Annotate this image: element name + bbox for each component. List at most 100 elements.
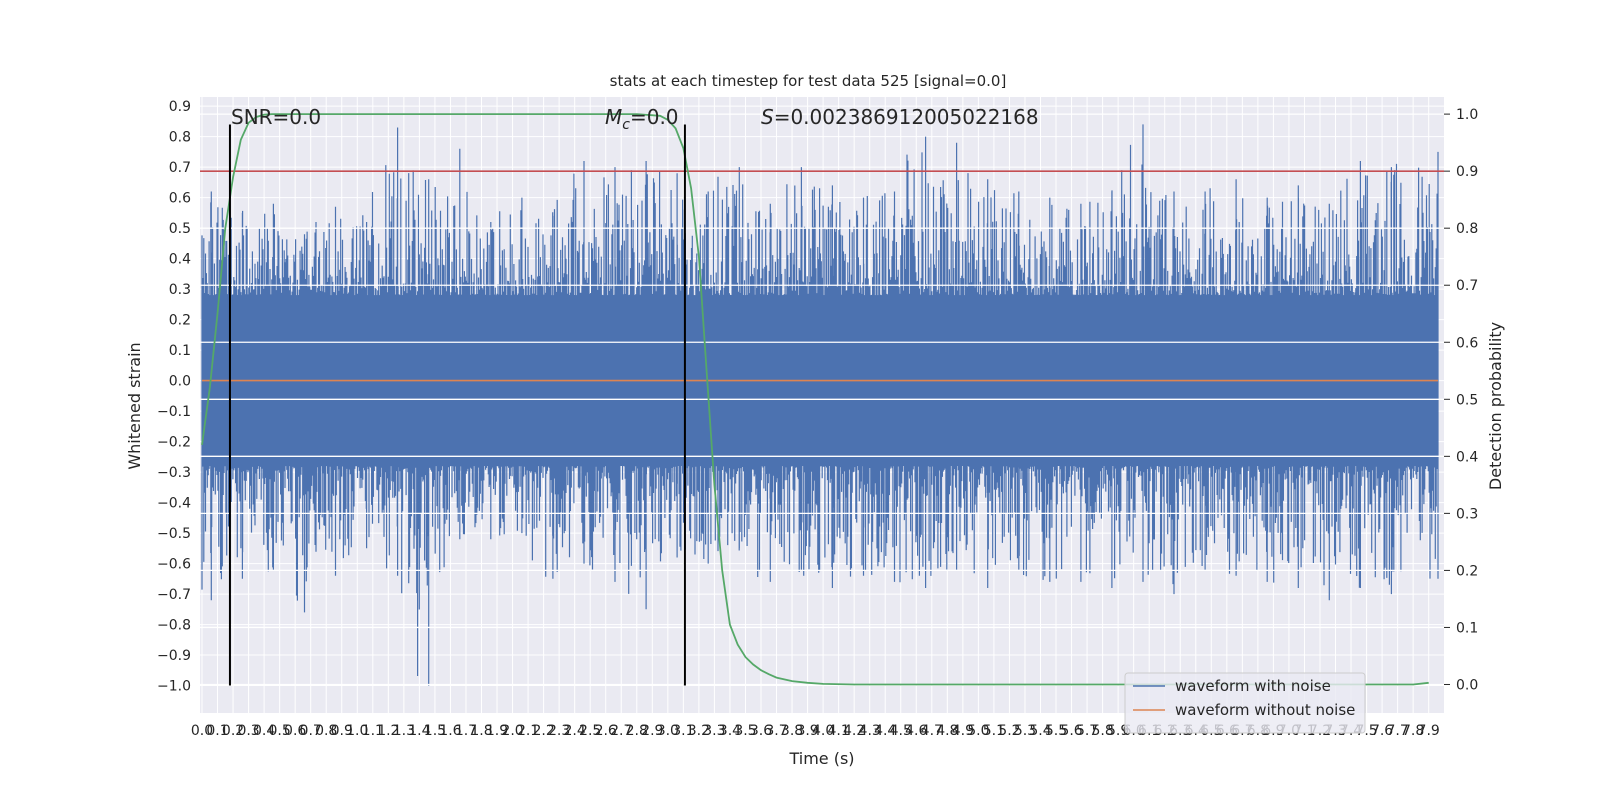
right-axis-tick-label: 0.3 [1456, 506, 1478, 522]
x-tick-label: 3.3 [703, 723, 725, 739]
x-tick-label: 3.2 [688, 723, 710, 739]
x-tick-label: 1.6 [439, 723, 461, 739]
y-tick-label: −0.3 [157, 465, 191, 481]
x-tick-label: 0.9 [331, 723, 353, 739]
x-tick-label: 4.4 [874, 723, 896, 739]
x-tick-label: 2.9 [641, 723, 663, 739]
x-tick-label: 1.8 [470, 723, 492, 739]
x-tick-label: 5.5 [1045, 723, 1067, 739]
x-tick-label: 5.2 [998, 723, 1020, 739]
y-axis-ticks: 0.9 0.8 0.7 0.6 0.5 0.4 0.3 0.2 0.1 0.0 −0.1 −0.2 −0… [157, 99, 191, 694]
x-tick-label: 0.0 [191, 723, 213, 739]
x-tick-label: 4.3 [859, 723, 881, 739]
x-tick-label: 5.9 [1107, 723, 1129, 739]
x-tick-label: 4.1 [828, 723, 850, 739]
x-tick-label: 3.8 [781, 723, 803, 739]
right-axis-label: Detection probability [1486, 322, 1505, 490]
y-tick-label: 0.2 [169, 313, 191, 329]
x-tick-label: 1.1 [362, 723, 384, 739]
y-tick-label: 0.1 [169, 343, 191, 359]
detection-probability-series [201, 113, 1429, 686]
x-tick-label: 4.6 [905, 723, 927, 739]
segment-markers [228, 124, 686, 686]
x-tick-label: 0.4 [253, 723, 275, 739]
x-tick-label: 2.1 [517, 723, 539, 739]
chirp-mass-annotation: Mc=0.0 [605, 105, 679, 133]
y-tick-label: 0.4 [169, 252, 191, 268]
x-tick-label: 0.6 [284, 723, 306, 739]
x-tick-label: 7.7 [1386, 723, 1408, 739]
x-tick-label: 7.8 [1402, 723, 1424, 739]
y-tick-label: −0.6 [157, 557, 191, 573]
x-tick-label: 5.7 [1076, 723, 1098, 739]
x-tick-label: 4.9 [952, 723, 974, 739]
x-tick-label: 2.7 [610, 723, 632, 739]
right-axis-tick-label: 0.6 [1456, 335, 1478, 351]
x-tick-label: 3.6 [750, 723, 772, 739]
x-tick-label: 2.5 [579, 723, 601, 739]
x-tick-label: 0.1 [206, 723, 228, 739]
x-tick-label: 1.3 [393, 723, 415, 739]
y-tick-label: −0.5 [157, 526, 191, 542]
x-tick-label: 5.3 [1014, 723, 1036, 739]
x-tick-label: 4.2 [843, 723, 865, 739]
x-tick-label: 4.0 [812, 723, 834, 739]
legend: waveform with noise waveform without noi… [1124, 672, 1366, 734]
legend-label-noise: waveform with noise [1175, 677, 1331, 695]
x-tick-label: 1.2 [377, 723, 399, 739]
y-tick-label: 0.7 [169, 160, 191, 176]
x-axis-label: Time (s) [788, 749, 854, 768]
right-axis-tick-label: 0.1 [1456, 620, 1478, 636]
s-annotation: S=0.002386912005022168 [761, 105, 1039, 129]
y-tick-label: 0.3 [169, 282, 191, 298]
right-axis-tick-label: 0.0 [1456, 677, 1478, 693]
snr-annotation: SNR=0.0 [231, 105, 321, 129]
x-tick-label: 2.3 [548, 723, 570, 739]
x-tick-label: 3.5 [734, 723, 756, 739]
y-tick-label: 0.6 [169, 191, 191, 207]
x-tick-label: 1.9 [486, 723, 508, 739]
y-tick-label: −0.8 [157, 618, 191, 634]
x-tick-label: 4.5 [890, 723, 912, 739]
chirp-mass-value: =0.0 [630, 105, 679, 129]
chart-title: stats at each timestep for test data 525… [610, 72, 1007, 90]
x-tick-label: 3.1 [672, 723, 694, 739]
y-tick-label: −1.0 [157, 679, 191, 695]
y-tick-label: −0.7 [157, 587, 191, 603]
y-tick-label: 0.9 [169, 99, 191, 115]
x-tick-label: 5.6 [1060, 723, 1082, 739]
x-tick-label: 7.6 [1371, 723, 1393, 739]
x-tick-label: 0.5 [269, 723, 291, 739]
y-axis-label: Whitened strain [125, 342, 144, 469]
x-tick-label: 2.0 [501, 723, 523, 739]
right-axis-tick-label: 0.9 [1456, 164, 1478, 180]
y-tick-label: 0.8 [169, 130, 191, 146]
legend-label-clean: waveform without noise [1175, 701, 1355, 719]
x-tick-label: 4.8 [936, 723, 958, 739]
y-tick-label: −0.4 [157, 496, 191, 512]
chirp-mass-subscript: c [622, 117, 630, 133]
x-tick-label: 1.5 [424, 723, 446, 739]
x-tick-label: 0.3 [237, 723, 259, 739]
x-axis-ticks: 0.00.10.20.30.40.50.60.70.80.91.01.11.21… [191, 723, 1440, 739]
right-axis-tick-label: 0.8 [1456, 221, 1478, 237]
chirp-mass-symbol: M [605, 105, 622, 129]
x-tick-label: 5.4 [1029, 723, 1051, 739]
x-tick-label: 5.1 [983, 723, 1005, 739]
x-tick-label: 0.7 [300, 723, 322, 739]
x-tick-label: 2.8 [626, 723, 648, 739]
x-tick-label: 1.4 [408, 723, 430, 739]
y-tick-label: −0.9 [157, 648, 191, 664]
right-axis-tick-label: 0.5 [1456, 392, 1478, 408]
plot-area [200, 97, 1444, 713]
x-tick-label: 0.2 [222, 723, 244, 739]
s-value: =0.002386912005022168 [774, 105, 1039, 129]
x-tick-label: 5.0 [967, 723, 989, 739]
x-tick-label: 2.6 [595, 723, 617, 739]
x-tick-label: 3.0 [657, 723, 679, 739]
detection-probability-line [201, 113, 1429, 686]
y-tick-label: 0.5 [169, 221, 191, 237]
x-tick-label: 5.8 [1091, 723, 1113, 739]
x-tick-label: 4.7 [921, 723, 943, 739]
